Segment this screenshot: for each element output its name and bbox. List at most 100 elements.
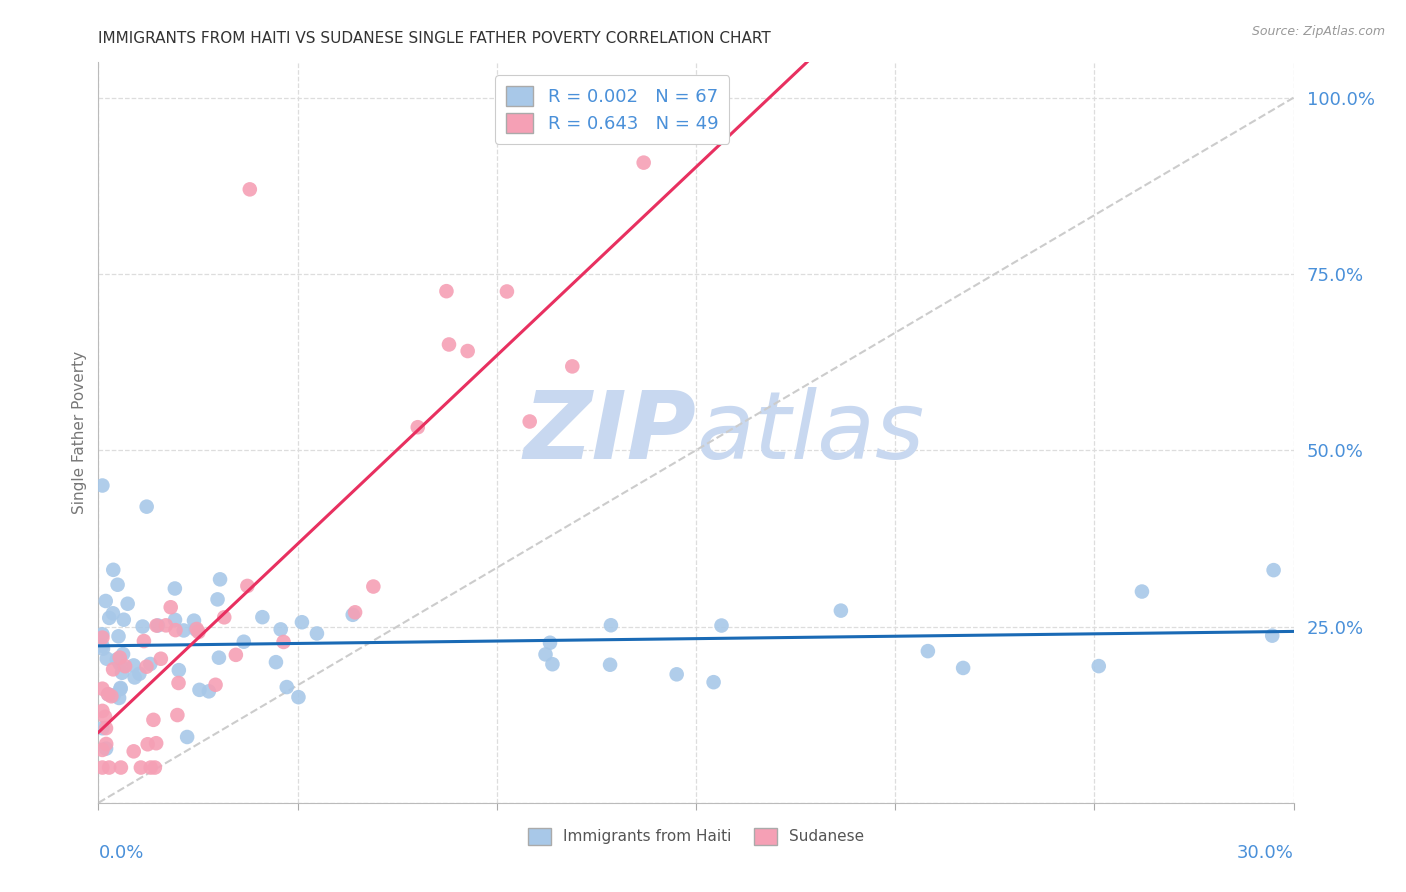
Point xyxy=(98,760,121,774)
Point xyxy=(276,680,298,694)
Point xyxy=(110,681,132,696)
Point xyxy=(208,650,231,665)
Point xyxy=(665,667,688,681)
Point xyxy=(91,704,114,718)
Point xyxy=(830,604,852,618)
Point xyxy=(100,690,122,704)
Point xyxy=(112,647,135,661)
Point xyxy=(167,676,190,690)
Point xyxy=(139,657,162,671)
Point xyxy=(186,622,208,636)
Point xyxy=(146,618,169,632)
Point xyxy=(952,661,974,675)
Point xyxy=(124,670,146,684)
Point xyxy=(142,713,165,727)
Point xyxy=(110,681,132,695)
Point xyxy=(122,744,145,758)
Point xyxy=(96,651,118,665)
Point xyxy=(710,618,733,632)
Point xyxy=(1130,584,1153,599)
Point xyxy=(135,500,157,514)
Point xyxy=(149,652,172,666)
Point xyxy=(91,631,114,645)
Point xyxy=(94,710,117,724)
Point xyxy=(97,687,120,701)
Point xyxy=(101,662,124,676)
Point xyxy=(101,607,124,621)
Point xyxy=(363,580,385,594)
Point xyxy=(183,614,205,628)
Point xyxy=(91,721,114,735)
Point xyxy=(600,618,623,632)
Point xyxy=(107,629,129,643)
Point xyxy=(270,623,292,637)
Point xyxy=(437,337,460,351)
Point xyxy=(91,743,114,757)
Point xyxy=(122,658,145,673)
Point xyxy=(184,623,207,637)
Point xyxy=(287,690,309,705)
Point xyxy=(173,624,195,638)
Text: ZIP: ZIP xyxy=(523,386,696,479)
Point xyxy=(633,155,655,169)
Point xyxy=(252,610,274,624)
Point xyxy=(176,730,198,744)
Point xyxy=(112,613,135,627)
Point xyxy=(225,648,247,662)
Point xyxy=(538,636,561,650)
Point xyxy=(1261,629,1284,643)
Point xyxy=(94,741,117,756)
Point xyxy=(131,619,153,633)
Point xyxy=(457,344,479,359)
Point xyxy=(145,618,167,632)
Point xyxy=(91,627,114,641)
Point xyxy=(163,613,186,627)
Point xyxy=(103,689,125,703)
Point xyxy=(129,760,152,774)
Point xyxy=(703,675,725,690)
Point xyxy=(291,615,314,630)
Point xyxy=(110,760,132,774)
Point xyxy=(239,182,262,196)
Text: Source: ZipAtlas.com: Source: ZipAtlas.com xyxy=(1251,25,1385,38)
Point xyxy=(96,737,118,751)
Point xyxy=(91,760,114,774)
Point xyxy=(117,597,139,611)
Point xyxy=(264,655,287,669)
Point xyxy=(344,605,367,619)
Text: IMMIGRANTS FROM HAITI VS SUDANESE SINGLE FATHER POVERTY CORRELATION CHART: IMMIGRANTS FROM HAITI VS SUDANESE SINGLE… xyxy=(98,31,770,46)
Point xyxy=(107,578,129,592)
Point xyxy=(132,634,155,648)
Point xyxy=(232,634,254,648)
Point xyxy=(91,641,114,656)
Text: atlas: atlas xyxy=(696,387,924,478)
Point xyxy=(91,478,114,492)
Point xyxy=(94,594,117,608)
Point xyxy=(167,663,190,677)
Point xyxy=(155,618,177,632)
Point xyxy=(1263,563,1285,577)
Point xyxy=(188,682,211,697)
Legend: Immigrants from Haiti, Sudanese: Immigrants from Haiti, Sudanese xyxy=(522,822,870,851)
Point xyxy=(136,737,159,751)
Point xyxy=(534,648,557,662)
Point xyxy=(114,659,136,673)
Point xyxy=(187,625,209,640)
Point xyxy=(561,359,583,374)
Point xyxy=(105,652,128,666)
Point xyxy=(207,592,229,607)
Point xyxy=(236,579,259,593)
Point xyxy=(111,665,134,680)
Point xyxy=(143,760,166,774)
Point xyxy=(496,285,519,299)
Point xyxy=(342,607,364,622)
Point xyxy=(128,666,150,681)
Point xyxy=(273,635,295,649)
Point xyxy=(163,582,186,596)
Point xyxy=(541,657,564,672)
Point xyxy=(166,708,188,723)
Point xyxy=(145,736,167,750)
Point xyxy=(406,420,429,434)
Point xyxy=(305,626,328,640)
Point xyxy=(98,611,121,625)
